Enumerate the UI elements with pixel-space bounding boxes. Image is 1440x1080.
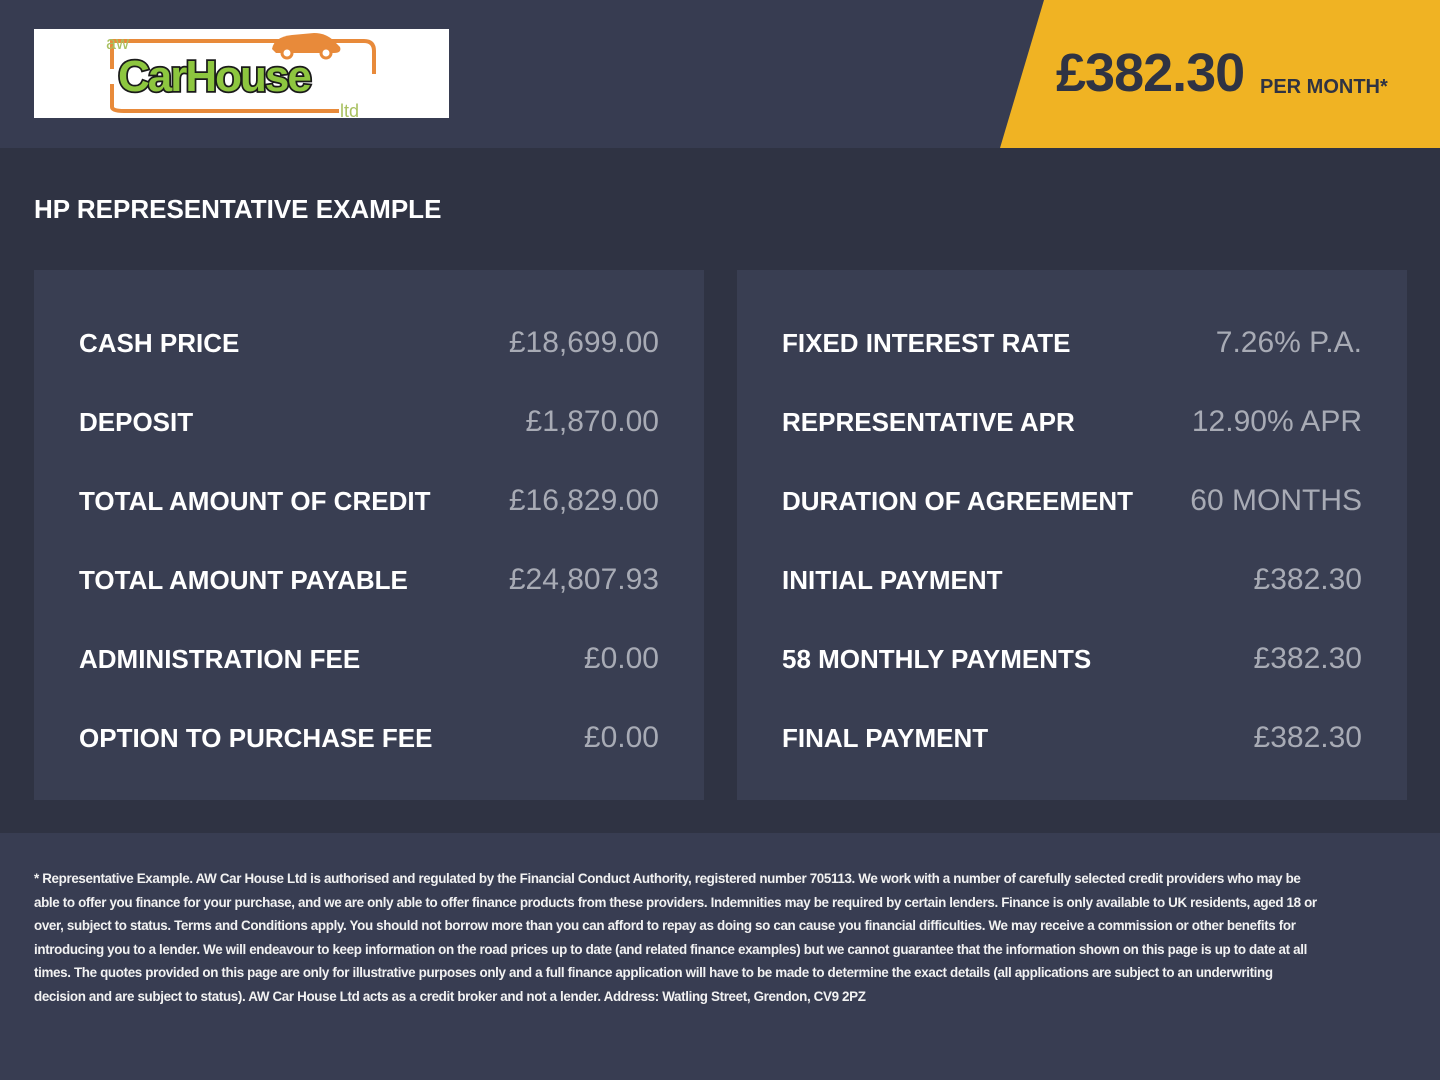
finance-value: £0.00: [583, 642, 659, 675]
finance-value: £0.00: [583, 721, 659, 754]
finance-row: DURATION OF AGREEMENT 60 MONTHS: [782, 481, 1362, 521]
finance-label: FIXED INTEREST RATE: [782, 327, 1071, 358]
finance-value: £382.30: [1253, 563, 1362, 596]
finance-row: FINAL PAYMENT £382.30: [782, 718, 1362, 758]
finance-value: £382.30: [1253, 642, 1362, 675]
finance-label: DURATION OF AGREEMENT: [782, 485, 1133, 516]
svg-text:aw: aw: [106, 33, 130, 53]
finance-value: £382.30: [1253, 721, 1362, 754]
finance-row: OPTION TO PURCHASE FEE £0.00: [79, 718, 659, 758]
finance-row: INITIAL PAYMENT £382.30: [782, 560, 1362, 600]
finance-row: DEPOSIT £1,870.00: [79, 402, 659, 442]
disclaimer-text: * Representative Example. AW Car House L…: [34, 871, 1317, 1004]
carhouse-logo[interactable]: aw CarHouse ltd: [34, 29, 449, 121]
finance-details-right: FIXED INTEREST RATE 7.26% P.A. REPRESENTAT…: [737, 270, 1407, 800]
logo-graphic: aw CarHouse ltd: [106, 33, 376, 121]
header: aw CarHouse ltd £382.30 PER MONTH*: [0, 0, 1440, 148]
monthly-price: £382.30: [1056, 43, 1245, 103]
finance-row: TOTAL AMOUNT PAYABLE £24,807.93: [79, 560, 659, 600]
finance-value: £24,807.93: [508, 563, 659, 596]
finance-row: 58 MONTHLY PAYMENTS £382.30: [782, 639, 1362, 679]
svg-text:CarHouse: CarHouse: [118, 52, 310, 101]
finance-label: TOTAL AMOUNT OF CREDIT: [79, 485, 431, 516]
finance-label: REPRESENTATIVE APR: [782, 406, 1075, 437]
finance-value: 7.26% P.A.: [1215, 326, 1362, 359]
finance-label: TOTAL AMOUNT PAYABLE: [79, 564, 408, 595]
finance-label: CASH PRICE: [79, 327, 240, 358]
finance-row: ADMINISTRATION FEE £0.00: [79, 639, 659, 679]
disclaimer-footer: * Representative Example. AW Car House L…: [0, 833, 1440, 1080]
svg-text:ltd: ltd: [340, 101, 359, 118]
finance-value: £18,699.00: [508, 326, 659, 359]
finance-value: £1,870.00: [525, 405, 659, 438]
finance-row: REPRESENTATIVE APR 12.90% APR: [782, 402, 1362, 442]
monthly-price-banner: £382.30 PER MONTH*: [1000, 0, 1440, 148]
finance-label: INITIAL PAYMENT: [782, 564, 1003, 595]
finance-row: TOTAL AMOUNT OF CREDIT £16,829.00: [79, 481, 659, 521]
finance-label: DEPOSIT: [79, 406, 194, 437]
finance-value: £16,829.00: [508, 484, 659, 517]
finance-row: CASH PRICE £18,699.00: [79, 323, 659, 363]
finance-label: OPTION TO PURCHASE FEE: [79, 722, 433, 753]
finance-value: 60 MONTHS: [1190, 484, 1362, 517]
finance-label: FINAL PAYMENT: [782, 722, 989, 753]
finance-label: ADMINISTRATION FEE: [79, 643, 361, 674]
finance-label: 58 MONTHLY PAYMENTS: [782, 643, 1092, 674]
section-title: HP REPRESENTATIVE EXAMPLE: [34, 194, 442, 224]
per-month-label: PER MONTH*: [1260, 76, 1388, 98]
finance-details-left: CASH PRICE £18,699.00 DEPOSIT £1,870.00 TOTA…: [34, 270, 704, 800]
finance-value: 12.90% APR: [1191, 405, 1362, 438]
finance-row: FIXED INTEREST RATE 7.26% P.A.: [782, 323, 1362, 363]
